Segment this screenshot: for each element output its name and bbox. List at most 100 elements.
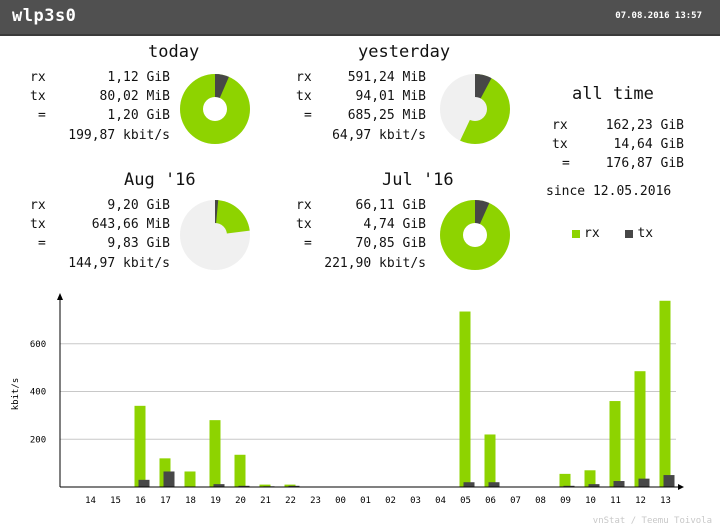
bar-rx-20	[234, 454, 246, 487]
bar-rx-21	[259, 484, 271, 487]
bar-tx-22	[288, 485, 300, 487]
rate-value: 199,87 kbit/s	[68, 128, 170, 143]
legend: rx tx	[572, 226, 653, 241]
summary-title: today	[148, 42, 200, 62]
credit: vnStat / Teemu Toivola	[592, 516, 712, 526]
bar-tx-06	[488, 482, 500, 487]
x-tick-label: 13	[660, 496, 671, 506]
bar-rx-06	[484, 434, 496, 487]
x-tick-label: 08	[535, 496, 546, 506]
grid	[60, 343, 676, 440]
tx-label: tx	[30, 217, 46, 232]
x-tick-label: 05	[460, 496, 471, 506]
bars	[134, 300, 675, 487]
x-tick-label: 19	[210, 496, 221, 506]
x-tick-label: 16	[135, 496, 146, 506]
alltime-title: all time	[572, 84, 654, 104]
total-value: 685,25 MiB	[347, 108, 426, 123]
x-tick-label: 10	[585, 496, 596, 506]
x-tick-label: 12	[635, 496, 646, 506]
eq-label: =	[304, 108, 312, 123]
tx-value: 80,02 MiB	[99, 89, 170, 104]
bar-tx-09	[563, 485, 575, 487]
x-tick-label: 14	[85, 496, 96, 506]
tx-label: tx	[552, 137, 568, 152]
timestamp: 07.08.2016 13:57	[615, 11, 702, 21]
summary-title: yesterday	[358, 42, 451, 62]
rx-value: 591,24 MiB	[347, 70, 426, 85]
x-tick-label: 18	[185, 496, 196, 506]
tx-label: tx	[296, 217, 312, 232]
legend-rx-label: rx	[584, 226, 600, 241]
rx-value: 9,20 GiB	[107, 198, 170, 213]
y-axis-label: kbit/s	[11, 378, 21, 411]
x-tick-label: 00	[335, 496, 346, 506]
x-tick-label: 01	[360, 496, 371, 506]
bar-tx-20	[238, 485, 250, 487]
x-tick-label: 04	[435, 496, 446, 506]
eq-label: =	[304, 236, 312, 251]
bar-tx-17	[163, 471, 175, 487]
bar-rx-19	[209, 420, 221, 487]
total-value: 70,85 GiB	[355, 236, 426, 251]
summary-jul: Jul '16 rx 66,11 GiB tx 4,74 GiB = 70,85 Gi…	[296, 170, 566, 280]
rx-label: rx	[30, 70, 46, 85]
summary-title: Aug '16	[124, 170, 196, 190]
rx-swatch	[572, 229, 580, 238]
eq-label: =	[38, 108, 46, 123]
tx-value: 4,74 GiB	[363, 217, 426, 232]
rx-value: 1,12 GiB	[107, 70, 170, 85]
bar-rx-12	[634, 371, 646, 487]
bar-rx-13	[659, 300, 671, 487]
tx-label: tx	[30, 89, 46, 104]
tx-label: tx	[296, 89, 312, 104]
x-tick-label: 20	[235, 496, 246, 506]
x-tick-label: 07	[510, 496, 521, 506]
summary-alltime: all time rx 162,23 GiB tx 14,64 GiB = 176,8…	[540, 84, 700, 214]
rx-label: rx	[30, 198, 46, 213]
summary-yesterday: yesterday rx 591,24 MiB tx 94,01 MiB = 685,…	[296, 42, 566, 152]
pie-rx-slice	[215, 200, 250, 235]
bar-rx-10	[584, 470, 596, 487]
eq-label: =	[562, 156, 570, 171]
x-tick-label: 17	[160, 496, 171, 506]
bar-tx-12	[638, 478, 650, 487]
bar-rx-11	[609, 401, 621, 487]
tx-value: 94,01 MiB	[355, 89, 426, 104]
pie-today	[180, 74, 250, 144]
tx-value: 643,66 MiB	[91, 217, 170, 232]
rx-value: 66,11 GiB	[355, 198, 426, 213]
bar-tx-19	[213, 484, 225, 487]
x-tick-label: 23	[310, 496, 321, 506]
tx-swatch	[625, 229, 634, 238]
total-value: 9,83 GiB	[107, 236, 170, 251]
rate-value: 221,90 kbit/s	[324, 256, 426, 271]
x-tick-label: 15	[110, 496, 121, 506]
pie-center	[203, 223, 227, 247]
rx-label: rx	[552, 118, 568, 133]
tx-value: 14,64 GiB	[613, 137, 684, 152]
since-date: since 12.05.2016	[546, 184, 672, 199]
legend-tx-label: tx	[637, 226, 654, 241]
rx-label: rx	[296, 70, 312, 85]
y-tick-label: 600	[30, 340, 46, 350]
y-tick-labels: 200 400 600	[30, 340, 46, 446]
bar-tx-11	[613, 481, 625, 487]
pie-yesterday	[440, 74, 510, 144]
x-tick-label: 11	[610, 496, 621, 506]
total-value: 1,20 GiB	[107, 108, 170, 123]
bar-rx-09	[559, 473, 571, 487]
pie-center	[463, 97, 487, 121]
rate-value: 144,97 kbit/s	[68, 256, 170, 271]
summary-title: Jul '16	[382, 170, 454, 190]
y-tick-label: 200	[30, 435, 46, 445]
rate-value: 64,97 kbit/s	[332, 128, 426, 143]
bar-rx-18	[184, 471, 196, 487]
bar-tx-05	[463, 482, 475, 487]
total-value: 176,87 GiB	[605, 156, 684, 171]
y-axis-arrow	[57, 293, 63, 300]
x-tick-label: 02	[385, 496, 396, 506]
x-tick-label: 03	[410, 496, 421, 506]
bar-rx-16	[134, 405, 146, 487]
eq-label: =	[38, 236, 46, 251]
